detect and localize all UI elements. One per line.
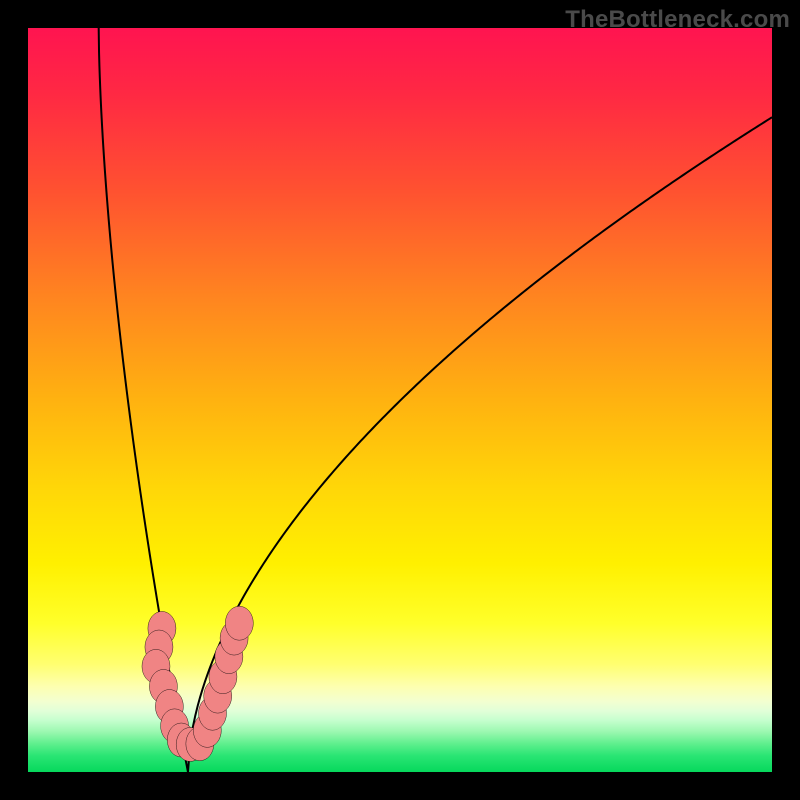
watermark-label: TheBottleneck.com [565,6,790,34]
data-marker [225,606,253,640]
chart-canvas [0,0,800,800]
bottleneck-chart: TheBottleneck.com [0,0,800,800]
